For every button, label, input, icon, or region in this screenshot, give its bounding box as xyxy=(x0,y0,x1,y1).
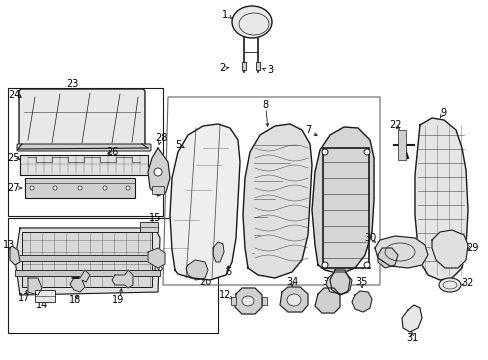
Text: 12: 12 xyxy=(218,290,231,300)
Bar xyxy=(140,222,158,232)
Polygon shape xyxy=(401,305,421,332)
Polygon shape xyxy=(148,148,170,196)
Polygon shape xyxy=(243,124,311,278)
Polygon shape xyxy=(325,272,351,294)
Text: 23: 23 xyxy=(66,79,78,89)
Text: 4: 4 xyxy=(296,288,303,298)
Circle shape xyxy=(103,186,107,190)
Text: 5: 5 xyxy=(175,140,181,150)
Bar xyxy=(15,270,160,276)
Text: 16: 16 xyxy=(152,263,164,273)
Text: 2: 2 xyxy=(219,63,224,73)
Circle shape xyxy=(78,186,82,190)
Text: 30: 30 xyxy=(363,233,375,243)
Bar xyxy=(15,255,160,261)
Polygon shape xyxy=(314,288,339,313)
Text: 29: 29 xyxy=(465,243,477,253)
Text: 31: 31 xyxy=(405,333,417,343)
Text: 22: 22 xyxy=(389,120,402,130)
Polygon shape xyxy=(20,155,148,175)
Ellipse shape xyxy=(286,294,301,306)
Bar xyxy=(242,62,245,70)
Ellipse shape xyxy=(231,6,271,38)
Text: 18: 18 xyxy=(69,295,81,305)
Bar xyxy=(8,88,163,216)
Polygon shape xyxy=(311,127,373,274)
Polygon shape xyxy=(235,288,262,314)
Text: 6: 6 xyxy=(224,267,231,277)
Polygon shape xyxy=(377,248,397,268)
Bar xyxy=(152,186,163,194)
Text: 19: 19 xyxy=(112,295,124,305)
Bar xyxy=(22,232,152,287)
Polygon shape xyxy=(329,270,349,295)
Circle shape xyxy=(363,149,369,155)
Polygon shape xyxy=(148,248,164,268)
Circle shape xyxy=(154,168,162,176)
Polygon shape xyxy=(374,236,427,268)
Ellipse shape xyxy=(242,296,253,306)
Bar xyxy=(256,62,260,70)
Text: 33: 33 xyxy=(321,277,333,287)
Text: 14: 14 xyxy=(36,300,48,310)
Text: 21: 21 xyxy=(215,243,228,253)
Text: 25: 25 xyxy=(8,153,20,163)
Text: 3: 3 xyxy=(266,65,272,75)
Text: 24: 24 xyxy=(8,90,20,100)
Polygon shape xyxy=(70,270,90,292)
Polygon shape xyxy=(213,242,224,262)
Text: 27: 27 xyxy=(8,183,20,193)
Polygon shape xyxy=(351,291,371,312)
Circle shape xyxy=(30,186,34,190)
Ellipse shape xyxy=(438,278,460,292)
Circle shape xyxy=(53,186,57,190)
Text: 8: 8 xyxy=(262,100,267,110)
Polygon shape xyxy=(431,230,467,268)
Text: 20: 20 xyxy=(199,277,211,287)
Text: 17: 17 xyxy=(18,293,30,303)
Text: 26: 26 xyxy=(105,147,118,157)
FancyBboxPatch shape xyxy=(19,89,145,147)
Circle shape xyxy=(321,149,327,155)
Polygon shape xyxy=(185,260,207,280)
Text: 15: 15 xyxy=(148,213,161,223)
Circle shape xyxy=(363,262,369,268)
Text: 9: 9 xyxy=(439,108,445,118)
Text: 10: 10 xyxy=(331,277,344,287)
Circle shape xyxy=(321,262,327,268)
Bar xyxy=(397,130,405,160)
Polygon shape xyxy=(10,246,20,265)
Circle shape xyxy=(126,186,130,190)
Text: 13: 13 xyxy=(3,240,15,250)
FancyBboxPatch shape xyxy=(17,144,151,151)
Bar xyxy=(230,297,236,305)
Text: 32: 32 xyxy=(461,278,473,288)
Bar xyxy=(35,290,55,302)
Polygon shape xyxy=(414,118,467,280)
Bar xyxy=(8,218,218,333)
Bar xyxy=(262,297,266,305)
Polygon shape xyxy=(112,270,133,288)
Bar xyxy=(25,178,135,198)
Text: 28: 28 xyxy=(155,133,167,143)
Text: 1: 1 xyxy=(222,10,227,20)
Text: 35: 35 xyxy=(355,277,367,287)
Text: 34: 34 xyxy=(285,277,298,287)
Polygon shape xyxy=(280,287,307,312)
Text: 7: 7 xyxy=(304,125,310,135)
Polygon shape xyxy=(170,124,240,280)
Polygon shape xyxy=(15,228,160,295)
Text: 11: 11 xyxy=(389,255,401,265)
Polygon shape xyxy=(28,278,42,295)
